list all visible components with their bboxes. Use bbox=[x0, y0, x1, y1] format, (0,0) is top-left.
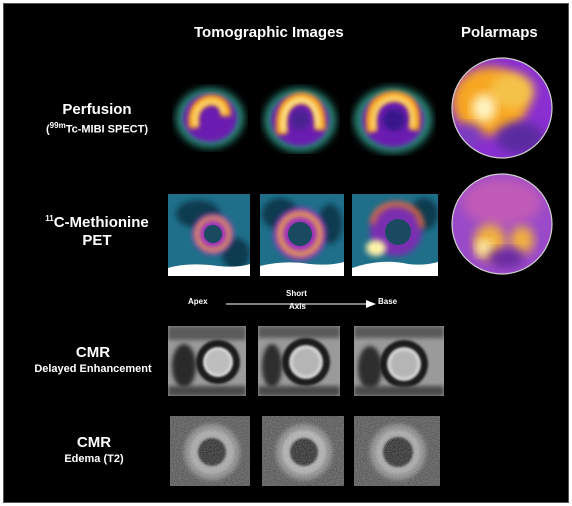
perfusion-apex-image bbox=[172, 84, 248, 152]
methionine-isotope-mass: 11 bbox=[45, 214, 54, 223]
axis-short-line1: Short bbox=[286, 289, 307, 298]
tomographic-images-header: Tomographic Images bbox=[194, 24, 344, 41]
pet-mid-image bbox=[260, 194, 344, 276]
axis-apex-label: Apex bbox=[188, 297, 208, 306]
perfusion-mid-image bbox=[260, 84, 340, 154]
axis-arrow bbox=[226, 296, 376, 308]
perfusion-isotope-mass: 99m bbox=[49, 121, 66, 130]
cmr-de-base-image bbox=[354, 326, 444, 396]
figure-panel: Tomographic Images Polarmaps Perfusion (… bbox=[3, 3, 569, 503]
cmr-t2-base-image bbox=[354, 416, 440, 486]
cmr-t2-subtitle: Edema (T2) bbox=[64, 453, 124, 465]
cmr-t2-mid-image bbox=[262, 416, 344, 486]
pet-polarmap bbox=[450, 172, 554, 276]
cmr-t2-apex-image bbox=[170, 416, 250, 486]
methionine-line2: PET bbox=[82, 232, 112, 249]
perfusion-base-image bbox=[350, 82, 436, 156]
methionine-line1: 11C-Methionine bbox=[32, 210, 162, 232]
perfusion-subtitle-open: ( bbox=[46, 123, 50, 136]
perfusion-label: Perfusion (99mTc-MIBI SPECT) bbox=[32, 101, 162, 137]
axis-short-line2: Axis bbox=[289, 302, 306, 311]
perfusion-subtitle: (99mTc-MIBI SPECT) bbox=[32, 119, 162, 137]
pet-apex-image bbox=[168, 194, 250, 276]
cmr-de-mid-image bbox=[258, 326, 340, 396]
axis-base-label: Base bbox=[378, 297, 398, 306]
methionine-line1-text: C-Methionine bbox=[53, 214, 149, 231]
perfusion-polarmap bbox=[450, 56, 554, 160]
perfusion-subtitle-text: Tc-MIBI SPECT) bbox=[65, 123, 148, 136]
polarmaps-header: Polarmaps bbox=[461, 24, 538, 41]
cmr-de-label: CMR Delayed Enhancement bbox=[18, 344, 168, 376]
methionine-label: 11C-Methionine PET bbox=[32, 210, 162, 250]
cmr-de-title: CMR bbox=[75, 344, 111, 361]
cmr-t2-title: CMR bbox=[76, 434, 112, 451]
cmr-de-subtitle: Delayed Enhancement bbox=[34, 363, 152, 375]
pet-base-image bbox=[352, 194, 438, 276]
cmr-de-apex-image bbox=[168, 326, 246, 396]
cmr-t2-label: CMR Edema (T2) bbox=[34, 434, 154, 466]
perfusion-title: Perfusion bbox=[62, 101, 132, 118]
